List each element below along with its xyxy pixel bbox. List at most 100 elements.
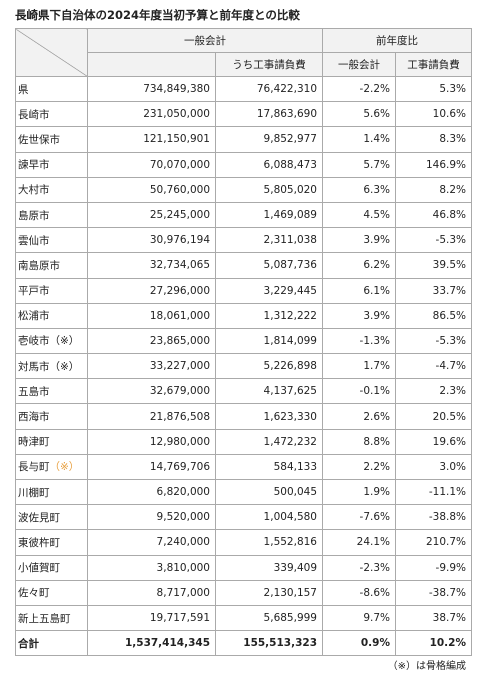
cell: 231,050,000 [87, 101, 216, 128]
corner-cell [15, 28, 88, 77]
header-cell: うち工事請負費 [215, 52, 323, 77]
cell: 0.9% [322, 630, 396, 657]
header-row: 一般会計 前年度比 [15, 28, 472, 77]
table-row: 松浦市 18,061,000 1,312,222 3.9% 86.5% [15, 302, 472, 329]
cell: 19,717,591 [87, 604, 216, 632]
name-cell: 東彼杵町 [15, 529, 88, 556]
cell: 18,061,000 [87, 302, 216, 329]
cell: 86.5% [395, 302, 472, 329]
cell: 27,296,000 [87, 277, 216, 304]
cell: -0.1% [322, 378, 396, 405]
cell: 32,734,065 [87, 252, 216, 279]
cell: 70,070,000 [87, 151, 216, 178]
table-row: 雲仙市 30,976,194 2,311,038 3.9% -5.3% [15, 227, 472, 254]
table-row: 佐世保市 121,150,901 9,852,977 1.4% 8.3% [15, 126, 472, 153]
cell: 155,513,323 [215, 630, 323, 657]
cell: 39.5% [395, 252, 472, 279]
table-row: 諫早市 70,070,000 6,088,473 5.7% 146.9% [15, 151, 472, 178]
cell: 1.4% [322, 126, 396, 153]
header-cell [87, 52, 216, 77]
cell: 584,133 [215, 453, 323, 481]
table-row: 合計 1,537,414,345 155,513,323 0.9% 10.2% [15, 630, 472, 657]
cell: 9.7% [322, 604, 396, 632]
cell: 33.7% [395, 277, 472, 304]
cell: -38.8% [395, 504, 472, 531]
table-row: 小値賀町 3,810,000 339,409 -2.3% -9.9% [15, 554, 472, 581]
cell: 10.2% [395, 630, 472, 657]
cell: 9,852,977 [215, 126, 323, 153]
table-row: 五島市 32,679,000 4,137,625 -0.1% 2.3% [15, 378, 472, 405]
name-cell: 五島市 [15, 378, 88, 405]
cell: 2.3% [395, 378, 472, 405]
cell: 2.6% [322, 403, 396, 430]
table-row: 長崎市 231,050,000 17,863,690 5.6% 10.6% [15, 101, 472, 128]
cell-text: 長与町 [18, 461, 50, 474]
cell: 1,623,330 [215, 403, 323, 430]
cell: -38.7% [395, 579, 472, 606]
cell: 76,422,310 [215, 75, 323, 103]
cell: 32,679,000 [87, 378, 216, 405]
cell: 9,520,000 [87, 504, 216, 531]
cell: 5.6% [322, 101, 396, 128]
cell: -4.7% [395, 353, 472, 380]
cell: 33,227,000 [87, 353, 216, 380]
cell: 14,769,706 [87, 453, 216, 481]
table-row: 新上五島町 19,717,591 5,685,999 9.7% 38.7% [15, 604, 472, 632]
cell: -2.3% [322, 554, 396, 581]
cell: 1,004,580 [215, 504, 323, 531]
cell: -2.2% [322, 75, 396, 103]
name-cell: 合計 [15, 630, 88, 657]
cell: 8,717,000 [87, 579, 216, 606]
cell: 3.0% [395, 453, 472, 481]
name-cell: 波佐見町 [15, 504, 88, 531]
cell: 1,537,414,345 [87, 630, 216, 657]
cell: 2,130,157 [215, 579, 323, 606]
cell: 1.7% [322, 353, 396, 380]
cell: 4.5% [322, 201, 396, 229]
cell: 25,245,000 [87, 201, 216, 229]
cell: 3,229,445 [215, 277, 323, 304]
cell: 6,088,473 [215, 151, 323, 178]
name-cell: 長崎市 [15, 101, 88, 128]
cell: 500,045 [215, 478, 323, 506]
cell: 6.1% [322, 277, 396, 304]
table-row: 島原市 25,245,000 1,469,089 4.5% 46.8% [15, 201, 472, 229]
table-row: 佐々町 8,717,000 2,130,157 -8.6% -38.7% [15, 579, 472, 606]
cell: -9.9% [395, 554, 472, 581]
name-cell: 南島原市 [15, 252, 88, 279]
table-row: 県 734,849,380 76,422,310 -2.2% 5.3% [15, 75, 472, 103]
header-cell: 前年度比 [322, 28, 472, 53]
name-cell: 諫早市 [15, 151, 88, 178]
table-row: 西海市 21,876,508 1,623,330 2.6% 20.5% [15, 403, 472, 430]
cell: -5.3% [395, 227, 472, 254]
table-row: 壱岐市（※） 23,865,000 1,814,099 -1.3% -5.3% [15, 327, 472, 355]
cell: 5,685,999 [215, 604, 323, 632]
cell: 6.3% [322, 176, 396, 203]
cell-text: （※） [49, 461, 80, 474]
table-row: 大村市 50,760,000 5,805,020 6.3% 8.2% [15, 176, 472, 203]
budget-table: 一般会計 前年度比 うち工事請負費 一般会計 工事請負費 県 734,849,38… [15, 28, 472, 657]
cell: 1,814,099 [215, 327, 323, 355]
cell: -8.6% [322, 579, 396, 606]
cell: 17,863,690 [215, 101, 323, 128]
name-cell: 大村市 [15, 176, 88, 203]
name-cell: 壱岐市（※） [15, 327, 88, 355]
name-cell: 県 [15, 75, 88, 103]
cell: -5.3% [395, 327, 472, 355]
cell: 3.9% [322, 227, 396, 254]
name-cell: 平戸市 [15, 277, 88, 304]
table-row: 南島原市 32,734,065 5,087,736 6.2% 39.5% [15, 252, 472, 279]
name-cell: 島原市 [15, 201, 88, 229]
cell: 1.9% [322, 478, 396, 506]
name-cell: 小値賀町 [15, 554, 88, 581]
table-row: 時津町 12,980,000 1,472,232 8.8% 19.6% [15, 428, 472, 455]
cell: -11.1% [395, 478, 472, 506]
table-row: 東彼杵町 7,240,000 1,552,816 24.1% 210.7% [15, 529, 472, 556]
name-cell: 川棚町 [15, 478, 88, 506]
cell: 3.9% [322, 302, 396, 329]
cell: 1,472,232 [215, 428, 323, 455]
cell: 10.6% [395, 101, 472, 128]
name-cell: 松浦市 [15, 302, 88, 329]
cell: 21,876,508 [87, 403, 216, 430]
